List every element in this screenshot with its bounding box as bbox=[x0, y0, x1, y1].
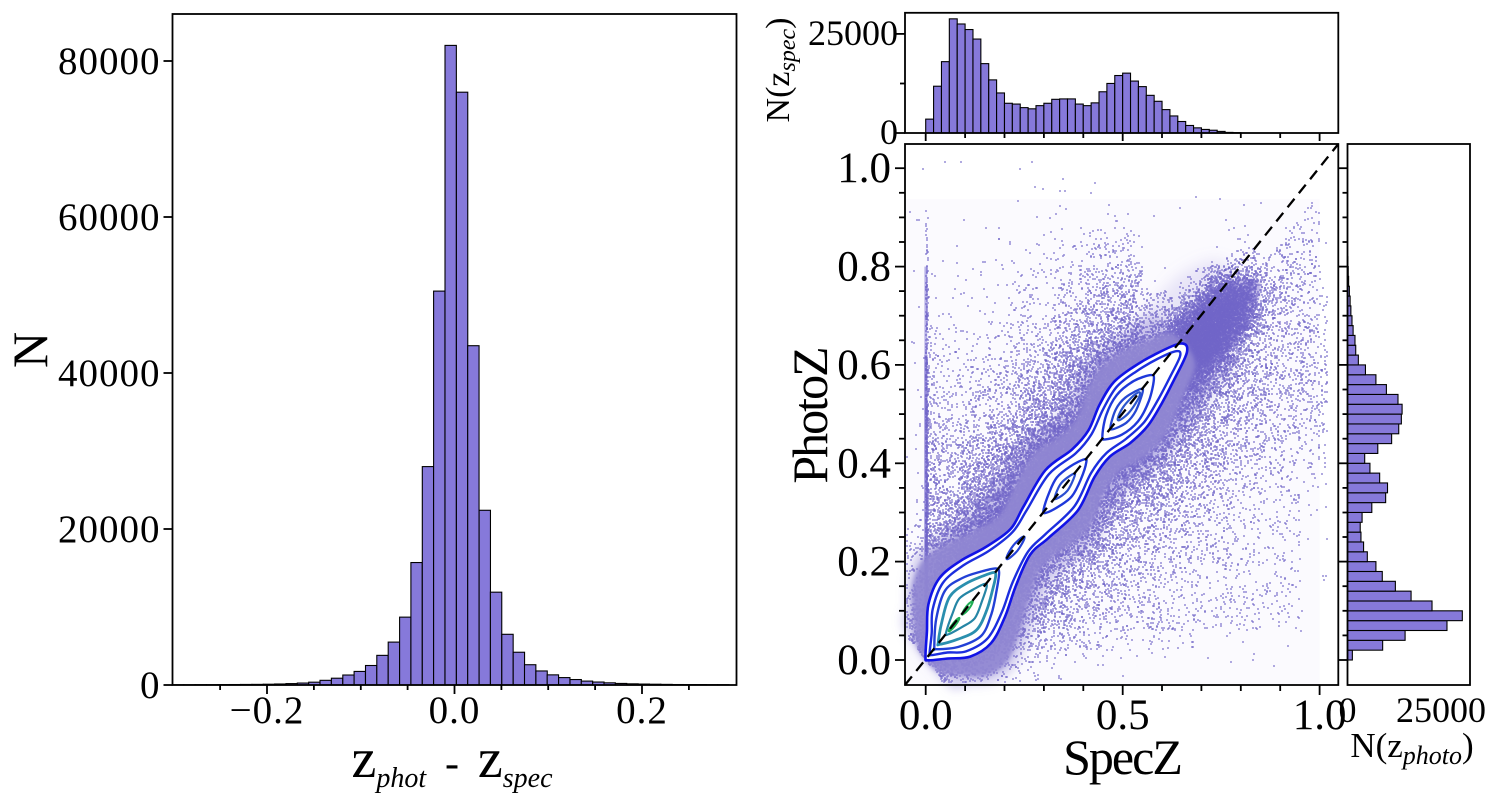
svg-text:25000: 25000 bbox=[808, 13, 898, 53]
svg-text:SpecZ: SpecZ bbox=[1063, 729, 1181, 785]
svg-text:1.0: 1.0 bbox=[837, 145, 891, 192]
svg-text:80000: 80000 bbox=[58, 40, 161, 83]
svg-text:0: 0 bbox=[880, 112, 898, 152]
svg-text:0.0: 0.0 bbox=[429, 689, 481, 732]
svg-text:25000: 25000 bbox=[1396, 690, 1486, 730]
svg-text:0.0: 0.0 bbox=[837, 637, 891, 684]
svg-text:40000: 40000 bbox=[58, 352, 161, 395]
svg-text:0: 0 bbox=[140, 664, 161, 707]
svg-text:0.0: 0.0 bbox=[899, 692, 953, 739]
svg-text:0.2: 0.2 bbox=[616, 689, 668, 732]
svg-text:0.6: 0.6 bbox=[837, 342, 891, 389]
svg-text:0: 0 bbox=[1339, 690, 1357, 730]
svg-text:0.4: 0.4 bbox=[837, 440, 891, 487]
svg-text:20000: 20000 bbox=[58, 508, 161, 551]
svg-text:60000: 60000 bbox=[58, 196, 161, 239]
svg-text:N: N bbox=[2, 332, 58, 368]
svg-text:−0.2: −0.2 bbox=[230, 689, 305, 732]
svg-text:PhotoZ: PhotoZ bbox=[782, 348, 838, 483]
svg-text:0.2: 0.2 bbox=[837, 539, 891, 586]
svg-text:0.5: 0.5 bbox=[1096, 692, 1150, 739]
svg-text:1.0: 1.0 bbox=[1293, 692, 1347, 739]
svg-text:0.8: 0.8 bbox=[837, 244, 891, 291]
